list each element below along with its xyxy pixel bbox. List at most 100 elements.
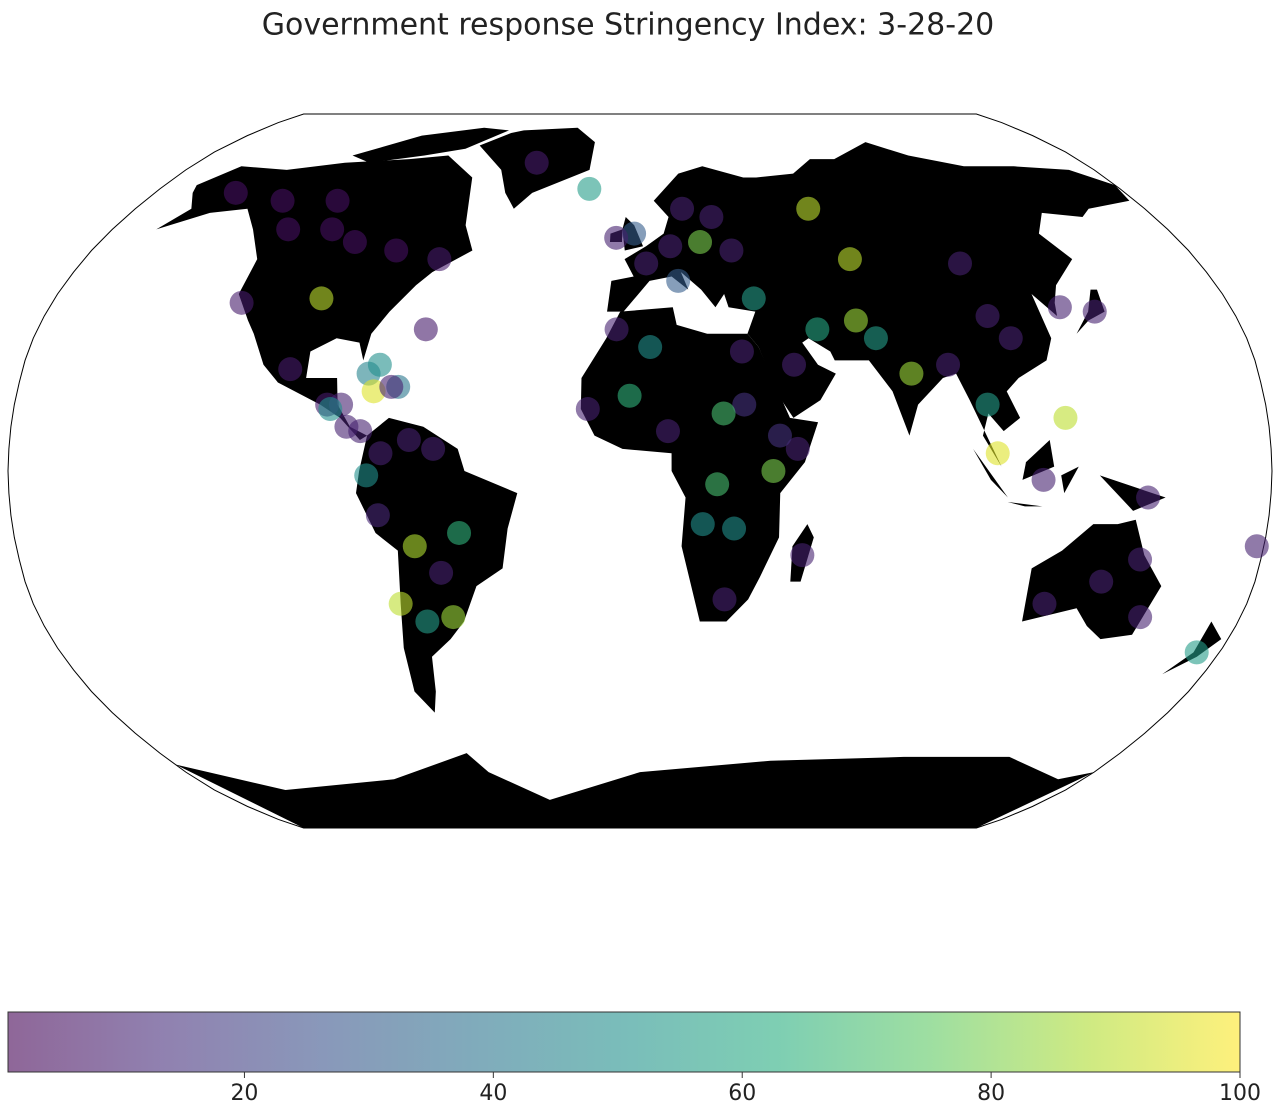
point bbox=[658, 234, 683, 259]
point bbox=[985, 441, 1010, 466]
colorbar-fill bbox=[7, 1011, 1241, 1073]
point bbox=[1047, 295, 1072, 320]
land bbox=[973, 448, 1008, 498]
point bbox=[975, 392, 1000, 417]
colorbar-tick-label: 100 bbox=[1219, 1081, 1261, 1106]
point bbox=[379, 374, 404, 399]
point bbox=[1032, 591, 1057, 616]
point bbox=[655, 419, 680, 444]
point bbox=[384, 238, 409, 263]
point bbox=[634, 251, 659, 276]
point bbox=[948, 251, 973, 276]
point bbox=[604, 317, 629, 342]
point bbox=[367, 352, 392, 377]
point bbox=[936, 352, 961, 377]
point bbox=[270, 188, 295, 213]
point bbox=[767, 423, 792, 448]
chart-title: Government response Stringency Index: 3-… bbox=[262, 8, 995, 43]
point bbox=[975, 304, 1000, 329]
point bbox=[899, 361, 924, 386]
point bbox=[354, 463, 379, 488]
point bbox=[1184, 640, 1209, 665]
point bbox=[1128, 547, 1153, 572]
points bbox=[223, 150, 1269, 665]
point bbox=[782, 352, 807, 377]
point bbox=[1082, 299, 1107, 324]
colorbar-tick-label: 60 bbox=[728, 1081, 756, 1106]
land bbox=[1162, 621, 1222, 675]
point bbox=[722, 516, 747, 541]
point bbox=[761, 459, 786, 483]
point bbox=[1244, 534, 1269, 559]
point bbox=[223, 180, 248, 205]
map bbox=[7, 113, 1273, 829]
point bbox=[688, 230, 713, 255]
point bbox=[666, 268, 691, 293]
point bbox=[843, 308, 868, 333]
point bbox=[1089, 569, 1114, 594]
point bbox=[427, 247, 452, 272]
point bbox=[1136, 485, 1161, 510]
point bbox=[638, 335, 663, 360]
point bbox=[278, 357, 303, 382]
point bbox=[413, 317, 438, 342]
colorbar-tick-label: 20 bbox=[230, 1081, 258, 1106]
point bbox=[670, 196, 695, 221]
point bbox=[712, 587, 737, 612]
point bbox=[705, 472, 730, 497]
point bbox=[1128, 605, 1153, 630]
colorbar-tick-label: 80 bbox=[977, 1081, 1005, 1106]
point bbox=[690, 512, 715, 537]
land bbox=[607, 142, 1130, 467]
point bbox=[622, 221, 647, 246]
point bbox=[998, 326, 1023, 351]
point bbox=[320, 217, 345, 242]
point bbox=[524, 150, 549, 175]
point bbox=[732, 392, 757, 417]
point bbox=[699, 204, 724, 229]
point bbox=[604, 225, 629, 250]
point bbox=[348, 419, 373, 444]
land bbox=[1007, 501, 1043, 507]
point bbox=[415, 609, 440, 634]
point bbox=[447, 520, 472, 545]
point bbox=[342, 230, 367, 255]
point bbox=[805, 317, 830, 342]
point bbox=[318, 397, 343, 422]
point bbox=[741, 286, 766, 311]
land bbox=[175, 753, 1095, 828]
point bbox=[785, 436, 810, 461]
point bbox=[729, 339, 754, 364]
land bbox=[1061, 466, 1079, 494]
point bbox=[796, 196, 821, 221]
point bbox=[309, 286, 334, 311]
point bbox=[577, 176, 602, 201]
land bbox=[1022, 440, 1055, 480]
point bbox=[229, 290, 254, 315]
point bbox=[837, 247, 862, 272]
point bbox=[790, 543, 815, 568]
colorbar: 20 40 60 80 100 bbox=[7, 1011, 1261, 1106]
point bbox=[1031, 467, 1056, 492]
point bbox=[396, 428, 421, 453]
point bbox=[863, 326, 888, 351]
point bbox=[441, 605, 466, 630]
point bbox=[719, 238, 744, 263]
point bbox=[617, 383, 642, 408]
point bbox=[402, 534, 427, 559]
point bbox=[421, 436, 446, 461]
point bbox=[429, 560, 454, 585]
point bbox=[711, 401, 736, 426]
point bbox=[325, 188, 350, 213]
map-outline bbox=[7, 113, 1273, 829]
land bbox=[580, 307, 819, 622]
land bbox=[352, 127, 510, 163]
point bbox=[368, 441, 393, 466]
point bbox=[388, 591, 413, 616]
colorbar-tick-label: 40 bbox=[479, 1081, 507, 1106]
point bbox=[1053, 405, 1078, 430]
point bbox=[575, 397, 600, 422]
point bbox=[276, 217, 301, 242]
